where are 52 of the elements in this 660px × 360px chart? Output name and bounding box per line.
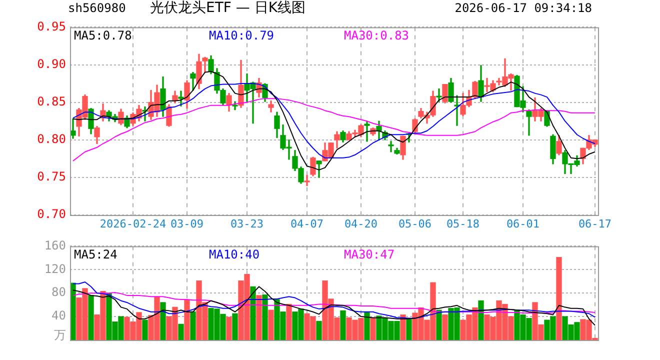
text: MA30:0.83 — [344, 28, 410, 42]
y-tick-label: 0.85 — [37, 94, 66, 108]
x-tick-label: 03-23 — [230, 217, 264, 230]
bar — [88, 295, 94, 340]
text: MA30:47 — [344, 247, 395, 262]
bar — [262, 294, 268, 340]
bar — [190, 312, 196, 340]
x-tick-label: 05-18 — [446, 217, 480, 230]
text: MA10:0.79 — [209, 28, 274, 42]
bar — [556, 257, 562, 340]
bar — [268, 310, 274, 340]
bar — [370, 318, 376, 340]
bar — [478, 300, 484, 340]
bar — [178, 324, 184, 340]
bar — [340, 310, 346, 340]
bar — [436, 310, 442, 340]
x-tick-label: 2026-02-24 — [100, 217, 166, 230]
bar — [316, 320, 322, 340]
bar — [184, 300, 190, 340]
y-tick-label: 0.80 — [37, 132, 66, 146]
chart-title: 光伏龙头ETF — 日K线图 — [150, 0, 306, 16]
y-axis-title: 万 — [54, 328, 66, 342]
y-tick-label: 160 — [44, 238, 66, 252]
bar — [256, 295, 262, 340]
y-tick-label: 0.90 — [37, 56, 66, 71]
text: 2026-06-17 09:34:18 — [454, 0, 592, 16]
chart-subtitle: sh560980 — [68, 0, 126, 16]
bar — [364, 312, 370, 340]
bar — [442, 314, 448, 340]
text: MA10:40 — [209, 247, 260, 262]
x-tick-label: 04-07 — [290, 217, 324, 230]
y-tick-label: 80 — [52, 285, 66, 300]
y-tick-label: 0.95 — [37, 19, 66, 34]
x-tick-label: 06-17 — [578, 217, 612, 230]
bar — [160, 302, 166, 340]
y-tick-label: 0.70 — [37, 207, 66, 222]
x-tick-label: 05-06 — [398, 217, 432, 230]
text: MA5:24 — [74, 247, 118, 262]
x-tick-label: 04-20 — [344, 217, 378, 230]
x-tick-label: 03-09 — [170, 217, 204, 230]
y-tick-label: 120 — [44, 262, 66, 276]
bar — [400, 314, 406, 340]
x-tick-label: 06-01 — [506, 217, 540, 230]
y-tick-label: 0.75 — [37, 170, 66, 184]
y-tick-label: 40 — [52, 308, 66, 323]
bar — [286, 304, 292, 340]
bar — [406, 319, 412, 340]
bar — [232, 313, 238, 340]
text: MA5:0.78 — [74, 28, 132, 42]
bar — [226, 316, 232, 340]
bar — [250, 286, 256, 340]
bar — [142, 320, 148, 340]
